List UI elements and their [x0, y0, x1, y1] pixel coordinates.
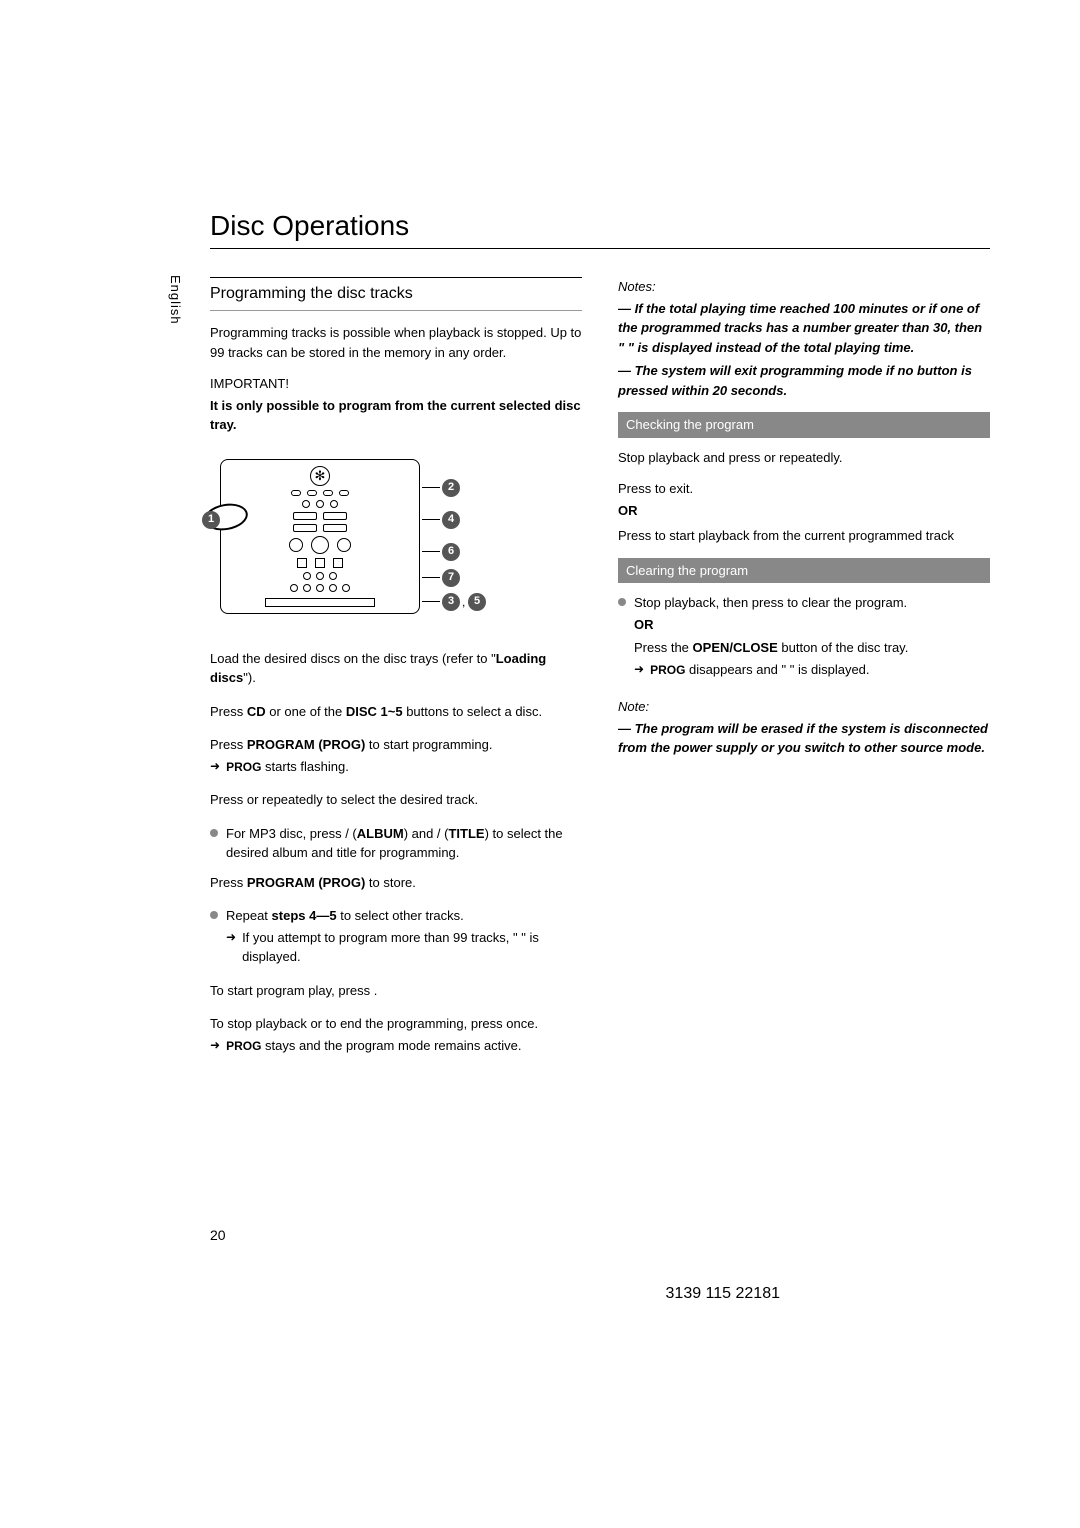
- step-3: Press PROGRAM (PROG) to start programmin…: [210, 735, 582, 776]
- t: Press the: [634, 640, 693, 655]
- clear-program-heading: Clearing the program: [618, 558, 990, 584]
- t: starts flashing.: [261, 759, 348, 774]
- bullet-icon: [210, 829, 218, 837]
- t: To stop playback or to end the programmi…: [210, 1016, 538, 1031]
- t: Press: [210, 875, 247, 890]
- bullet-icon: [618, 598, 626, 606]
- t: ALBUM: [357, 826, 404, 841]
- t: to store.: [365, 875, 416, 890]
- note-3: — The program will be erased if the syst…: [618, 719, 990, 758]
- step-7: To stop playback or to end the programmi…: [210, 1014, 582, 1055]
- t: disappears and " " is displayed.: [685, 662, 869, 677]
- t: CD: [247, 704, 266, 719]
- t: Stop playback, then press to clear the p…: [634, 595, 907, 610]
- content-columns: Programming the disc tracks Programming …: [210, 277, 990, 1069]
- intro-text: Programming tracks is possible when play…: [210, 323, 582, 362]
- step-4: Press or repeatedly to select the desire…: [210, 790, 582, 810]
- callout-1: 1: [202, 511, 220, 529]
- t: For MP3 disc, press / (: [226, 826, 357, 841]
- t: PROG: [650, 663, 685, 677]
- step-6: To start program play, press .: [210, 981, 582, 1001]
- step-5: Press PROGRAM (PROG) to store.: [210, 873, 582, 893]
- callout-6: 6: [442, 543, 460, 561]
- left-column: Programming the disc tracks Programming …: [210, 277, 582, 1069]
- note-2: — The system will exit programming mode …: [618, 361, 990, 400]
- footer-number: 3139 115 22181: [666, 1285, 780, 1303]
- t: button of the disc tray.: [778, 640, 909, 655]
- t: stays and the program mode remains activ…: [261, 1038, 521, 1053]
- step-text-end: ").: [243, 670, 256, 685]
- t: to start programming.: [365, 737, 492, 752]
- callout-4: 4: [442, 511, 460, 529]
- important-label: IMPORTANT!: [210, 374, 582, 394]
- note-label: Note:: [618, 697, 990, 717]
- arrow-icon: ➜: [210, 1036, 220, 1054]
- t: DISC 1~5: [346, 704, 403, 719]
- check-or: OR: [618, 501, 990, 521]
- t: steps 4—5: [272, 908, 337, 923]
- t: to select other tracks.: [337, 908, 464, 923]
- t: Press or repeatedly to select the desire…: [210, 792, 478, 807]
- device-diagram: ✻ 1 2 4 6 7: [210, 449, 470, 629]
- bullet-icon: [210, 911, 218, 919]
- callout-3: 3: [442, 593, 460, 611]
- step-text: Load the desired discs on the disc trays…: [210, 651, 496, 666]
- callout-2: 2: [442, 479, 460, 497]
- t: If you attempt to program more than 99 t…: [242, 928, 582, 967]
- clear-bullet: Stop playback, then press to clear the p…: [618, 593, 990, 679]
- t: ) and / (: [404, 826, 449, 841]
- callout-7: 7: [442, 569, 460, 587]
- language-label: English: [168, 275, 183, 325]
- notes-label: Notes:: [618, 277, 990, 297]
- t: PROG: [226, 1039, 261, 1053]
- t: OPEN/CLOSE: [693, 640, 778, 655]
- step-1: Load the desired discs on the disc trays…: [210, 649, 582, 688]
- page-title: Disc Operations: [210, 210, 990, 249]
- right-column: Notes: — If the total playing time reach…: [618, 277, 990, 1069]
- page-number: 20: [210, 1227, 226, 1243]
- t: buttons to select a disc.: [403, 704, 542, 719]
- clear-or: OR: [634, 615, 908, 635]
- t: PROGRAM (PROG): [247, 875, 365, 890]
- bullet-repeat: Repeat steps 4—5 to select other tracks.…: [210, 906, 582, 967]
- t: or one of the: [266, 704, 346, 719]
- arrow-icon: ➜: [210, 757, 220, 775]
- step-2: Press CD or one of the DISC 1~5 buttons …: [210, 702, 582, 722]
- bullet-mp3: For MP3 disc, press / (ALBUM) and / (TIT…: [210, 824, 582, 863]
- fan-icon: ✻: [310, 466, 330, 486]
- t: PROG: [226, 760, 261, 774]
- check-3: Press to start playback from the current…: [618, 526, 990, 546]
- check-1: Stop playback and press or repeatedly.: [618, 448, 990, 468]
- callout-5: 5: [468, 593, 486, 611]
- check-2: Press to exit.: [618, 479, 990, 499]
- note-1: — If the total playing time reached 100 …: [618, 299, 990, 358]
- t: Press: [210, 737, 247, 752]
- check-program-heading: Checking the program: [618, 412, 990, 438]
- t: Press: [210, 704, 247, 719]
- t: Repeat: [226, 908, 272, 923]
- important-text: It is only possible to program from the …: [210, 396, 582, 435]
- arrow-icon: ➜: [634, 660, 644, 678]
- t: TITLE: [448, 826, 484, 841]
- t: PROGRAM (PROG): [247, 737, 365, 752]
- section-heading: Programming the disc tracks: [210, 277, 582, 311]
- arrow-icon: ➜: [226, 928, 236, 946]
